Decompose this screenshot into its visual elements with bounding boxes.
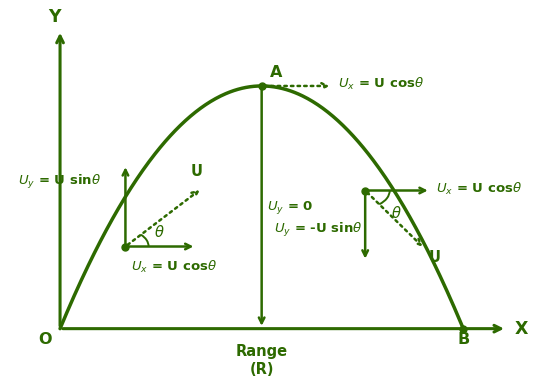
Text: (R): (R) <box>250 362 274 377</box>
Text: X: X <box>515 320 528 338</box>
Text: U: U <box>191 164 202 179</box>
Text: $U_x$ = U cos$\theta$: $U_x$ = U cos$\theta$ <box>131 259 217 275</box>
Text: O: O <box>38 332 52 347</box>
Text: $U_y$ = 0: $U_y$ = 0 <box>267 199 314 216</box>
Text: $U_x$ = U cos$\theta$: $U_x$ = U cos$\theta$ <box>436 181 522 197</box>
Text: U: U <box>429 250 441 266</box>
Text: $\theta$: $\theta$ <box>154 224 165 240</box>
Text: B: B <box>457 332 469 347</box>
Text: $U_y$ = -U sin$\theta$: $U_y$ = -U sin$\theta$ <box>274 221 363 239</box>
Text: A: A <box>270 66 282 80</box>
Text: $U_y$ = U sin$\theta$: $U_y$ = U sin$\theta$ <box>18 173 101 191</box>
Text: $U_x$ = U cos$\theta$: $U_x$ = U cos$\theta$ <box>338 76 424 92</box>
Text: Y: Y <box>48 8 61 26</box>
Text: $\theta$: $\theta$ <box>391 205 402 221</box>
Text: Range: Range <box>236 344 287 359</box>
